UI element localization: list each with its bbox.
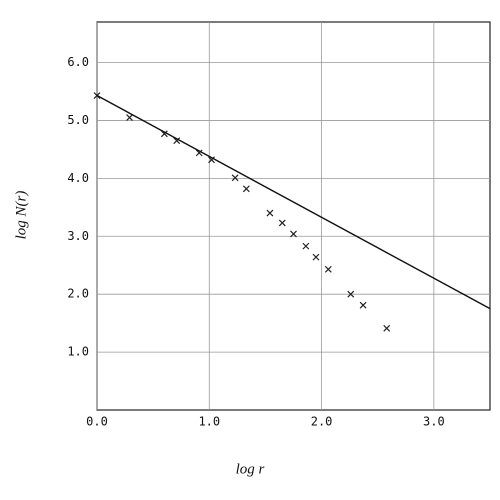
data-point bbox=[383, 324, 391, 332]
fit-line bbox=[96, 94, 491, 310]
y-axis-label: log N(r) bbox=[13, 191, 29, 240]
data-point bbox=[324, 265, 332, 273]
x-tick-label: 1.0 bbox=[198, 415, 220, 429]
data-point bbox=[290, 230, 297, 238]
data-point bbox=[195, 149, 203, 157]
data-point bbox=[359, 301, 367, 309]
data-point bbox=[231, 174, 239, 182]
y-tick-label: 4.0 bbox=[67, 171, 89, 185]
x-tick-label: 2.0 bbox=[311, 415, 333, 429]
data-point bbox=[266, 209, 274, 217]
x-tick-label: 0.0 bbox=[86, 415, 108, 429]
data-point bbox=[347, 290, 355, 298]
data-point bbox=[312, 253, 320, 261]
data-point bbox=[208, 156, 215, 164]
data-point bbox=[173, 137, 181, 145]
data-point bbox=[278, 219, 286, 227]
data-point bbox=[302, 242, 310, 250]
data-point bbox=[126, 114, 133, 121]
y-tick-label: 3.0 bbox=[67, 229, 89, 243]
data-point bbox=[242, 185, 250, 193]
y-tick-label: 2.0 bbox=[67, 287, 89, 301]
y-tick-label: 1.0 bbox=[67, 345, 89, 359]
x-tick-label: 3.0 bbox=[423, 415, 445, 429]
y-tick-label: 6.0 bbox=[67, 55, 89, 69]
y-tick-label: 5.0 bbox=[67, 113, 89, 127]
x-axis-label: log r bbox=[236, 461, 265, 477]
